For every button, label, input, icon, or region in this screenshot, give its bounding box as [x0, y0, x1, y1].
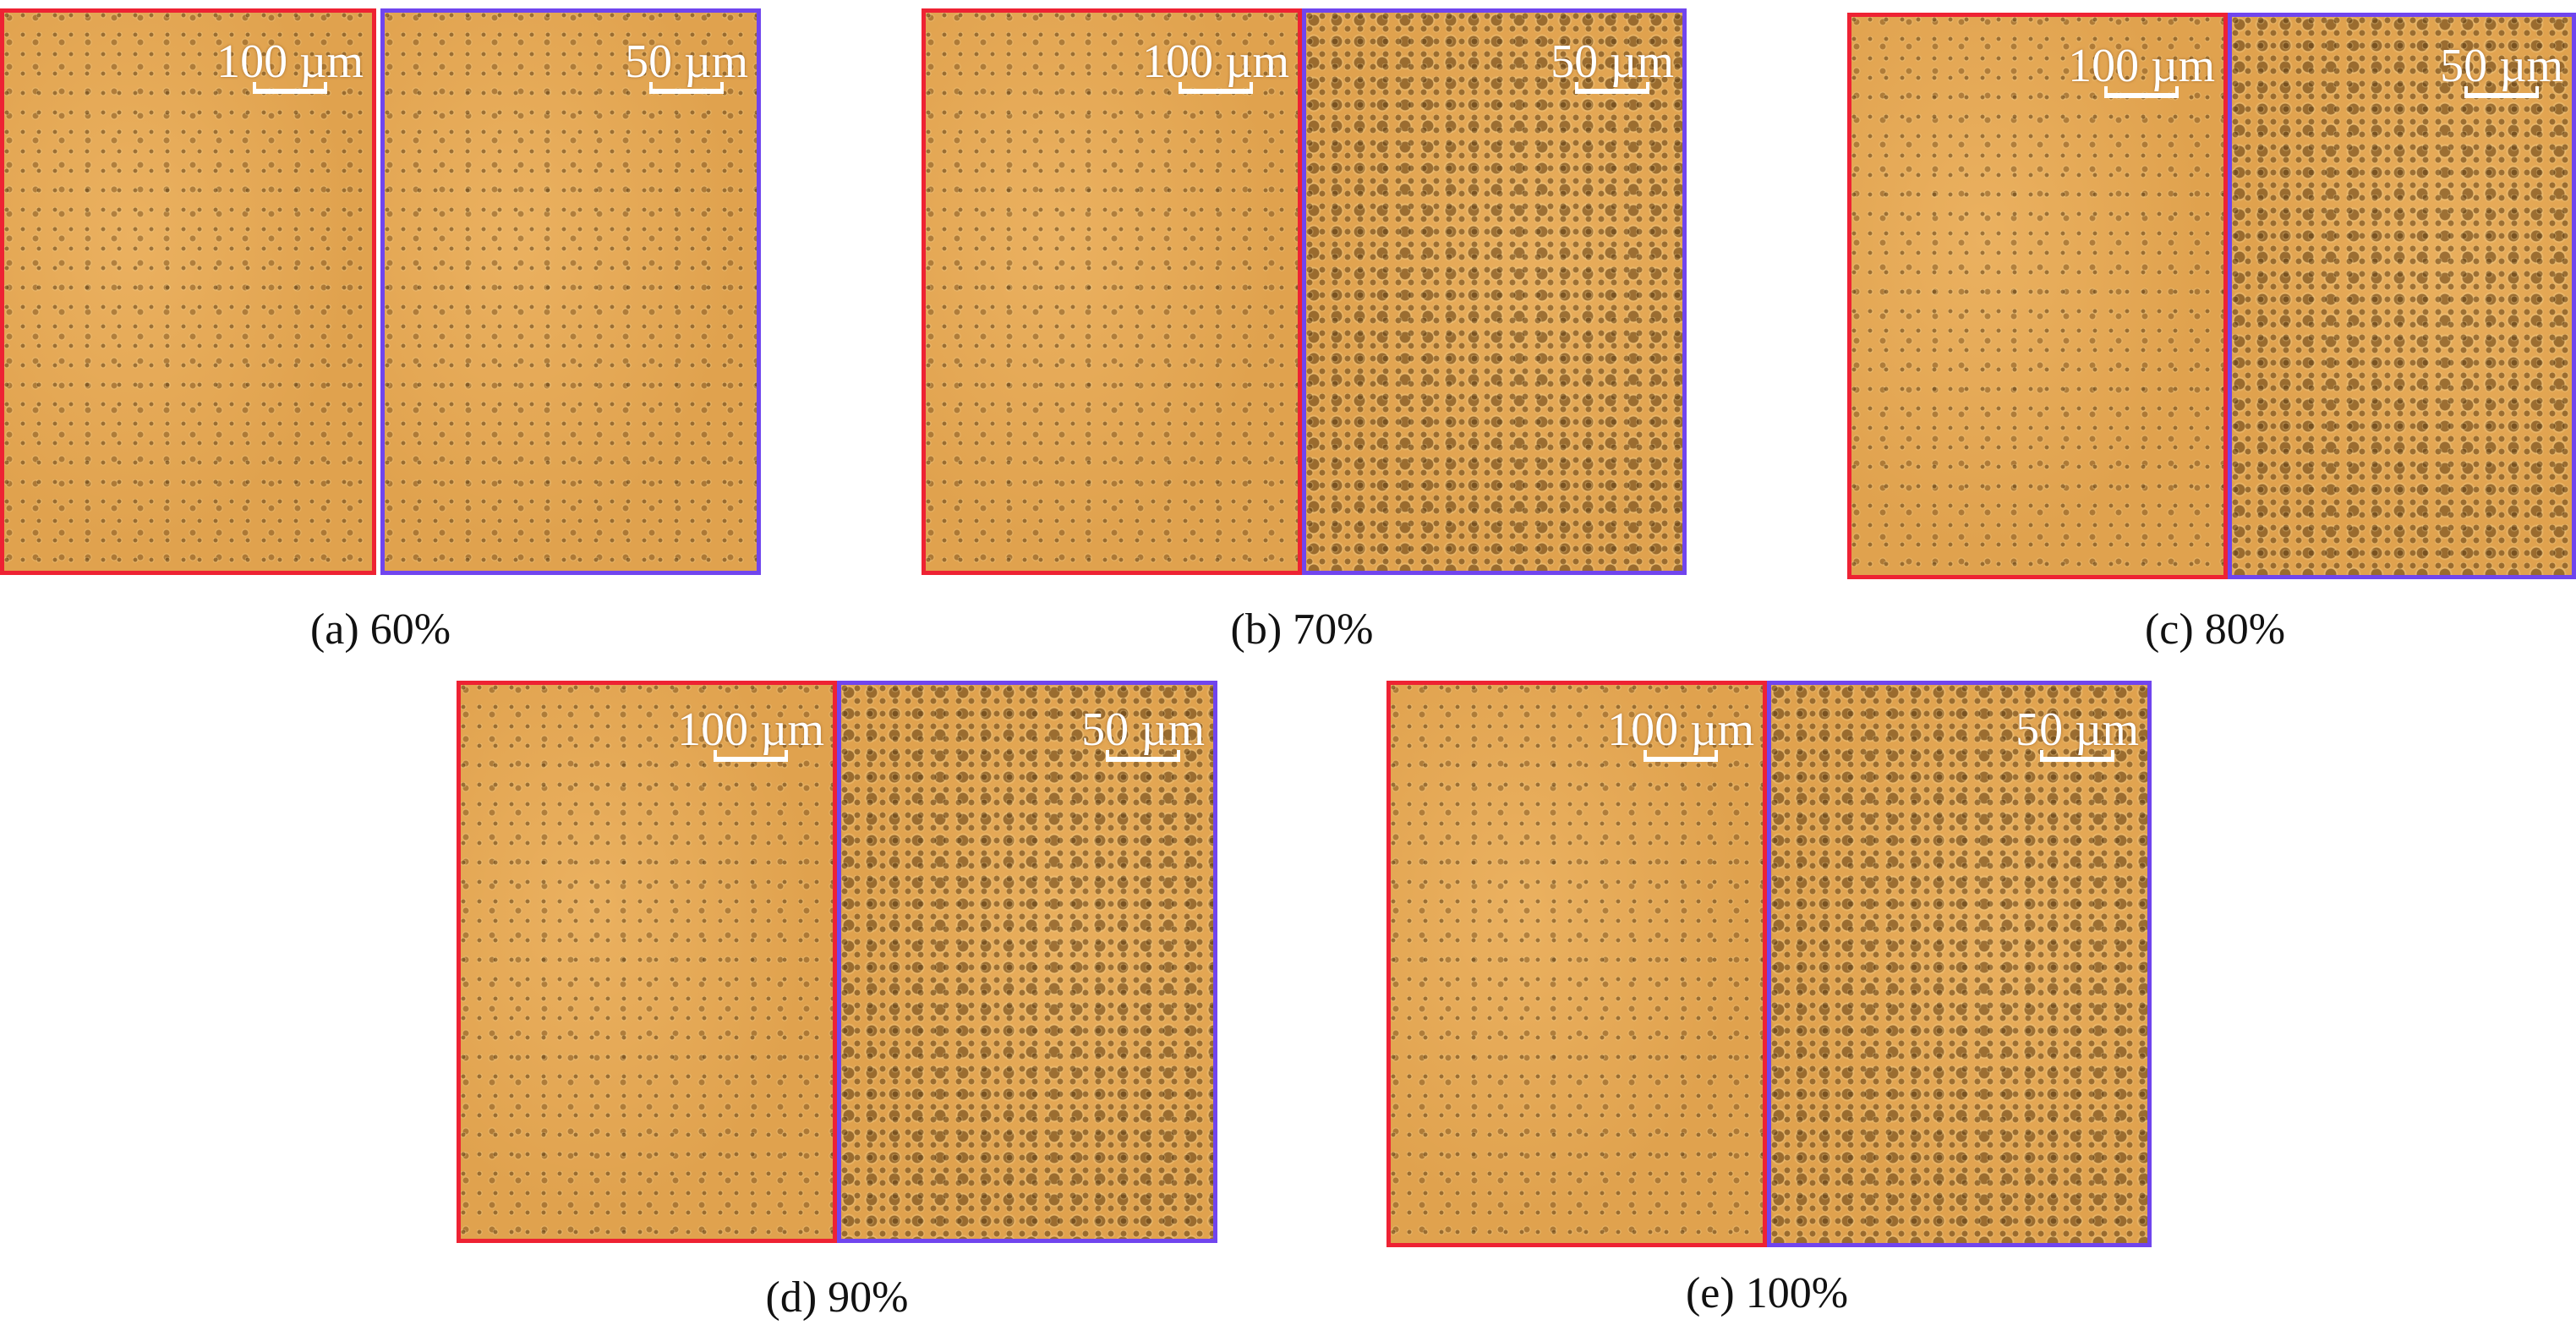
scale-bar-100um: 100 µm	[1607, 706, 1754, 762]
scale-bar-label: 100 µm	[2068, 40, 2215, 92]
scale-bar-line	[1643, 750, 1719, 762]
scale-bar-label: 50 µm	[2015, 704, 2139, 756]
scale-bar-50um: 50 µm	[1081, 706, 1205, 762]
scale-bar-line	[1575, 82, 1650, 94]
scale-bar-100um: 100 µm	[2068, 42, 2215, 98]
scale-bar-label: 50 µm	[1551, 36, 1674, 88]
scale-bar-label: 50 µm	[625, 36, 748, 88]
micrograph-low-magnification: 100 µm	[0, 8, 376, 575]
scale-bar-50um: 50 µm	[625, 38, 748, 94]
scale-bar-line	[649, 82, 725, 94]
panel-a: 100 µm 50 µm	[0, 8, 761, 575]
scale-bar-line	[714, 750, 789, 762]
scale-bar-line	[2464, 86, 2540, 98]
micrograph-low-magnification: 100 µm	[1847, 13, 2228, 579]
micrograph-high-magnification: 50 µm	[1767, 681, 2152, 1247]
scale-bar-label: 100 µm	[1607, 704, 1754, 756]
scale-bar-label: 100 µm	[677, 704, 824, 756]
scale-bar-50um: 50 µm	[2015, 706, 2139, 762]
caption-e: (e) 100%	[1685, 1269, 1849, 1317]
scale-bar-line	[2104, 86, 2179, 98]
caption-c: (c) 80%	[2144, 605, 2286, 654]
scale-bar-label: 100 µm	[1142, 36, 1289, 88]
micrograph-low-magnification: 100 µm	[922, 8, 1302, 575]
scale-bar-100um: 100 µm	[677, 706, 824, 762]
micrograph-low-magnification: 100 µm	[457, 681, 837, 1243]
panel-e: 100 µm 50 µm	[1386, 681, 2152, 1247]
micrograph-high-magnification: 50 µm	[1302, 8, 1687, 575]
scale-bar-100um: 100 µm	[216, 38, 364, 94]
scale-bar-line	[1179, 82, 1254, 94]
caption-a: (a) 60%	[309, 605, 451, 654]
scale-bar-line	[2040, 750, 2115, 762]
scale-bar-label: 50 µm	[1081, 704, 1205, 756]
micrograph-high-magnification: 50 µm	[380, 8, 761, 575]
micrograph-low-magnification: 100 µm	[1386, 681, 1767, 1247]
panel-b: 100 µm 50 µm	[922, 8, 1687, 575]
scale-bar-50um: 50 µm	[2440, 42, 2563, 98]
scale-bar-line	[253, 82, 328, 94]
scale-bar-50um: 50 µm	[1551, 38, 1674, 94]
scale-bar-100um: 100 µm	[1142, 38, 1289, 94]
micrograph-high-magnification: 50 µm	[2228, 13, 2576, 579]
micrograph-high-magnification: 50 µm	[837, 681, 1217, 1243]
panel-d: 100 µm 50 µm	[457, 681, 1217, 1243]
caption-b: (b) 70%	[1230, 605, 1374, 654]
scale-bar-label: 100 µm	[216, 36, 364, 88]
scale-bar-line	[1106, 750, 1181, 762]
caption-d: (d) 90%	[765, 1273, 909, 1322]
panel-c: 100 µm 50 µm	[1847, 13, 2576, 579]
scale-bar-label: 50 µm	[2440, 40, 2563, 92]
